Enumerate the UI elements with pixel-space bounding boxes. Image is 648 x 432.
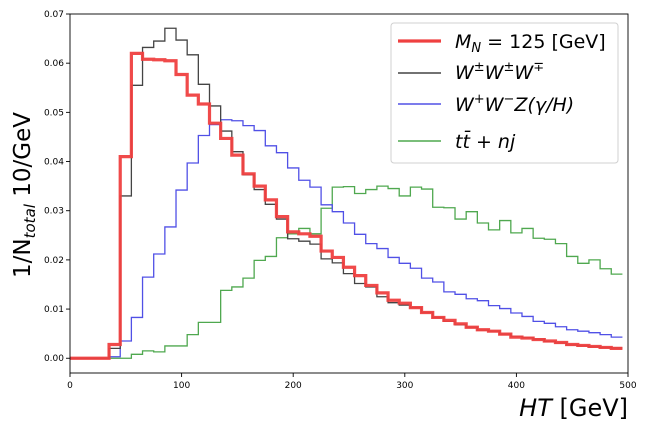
y-tick-label: 0.06 bbox=[44, 59, 64, 69]
series-line-3 bbox=[70, 185, 623, 359]
x-axis-ticks: 0 100 200 300 400 500 bbox=[67, 373, 637, 391]
y-axis-ticks: 0.00 0.01 0.02 0.03 0.04 0.05 0.06 0.07 bbox=[44, 10, 70, 364]
x-tick-label: 100 bbox=[173, 381, 190, 391]
legend: MN = 125 [GeV] W±W±W∓ W+W−Z(γ/H) tt̄ + n… bbox=[390, 22, 619, 164]
x-tick-label: 400 bbox=[508, 381, 525, 391]
x-tick-label: 500 bbox=[619, 381, 636, 391]
y-tick-label: 0.07 bbox=[44, 10, 64, 20]
plot-frame bbox=[69, 13, 629, 374]
y-tick-label: 0.04 bbox=[44, 158, 64, 168]
x-tick-label: 300 bbox=[396, 381, 413, 391]
y-axis-label-rest: 10/GeV bbox=[10, 112, 36, 204]
x-axis-label-unit: [GeV] bbox=[552, 394, 628, 422]
series-line-2 bbox=[70, 119, 623, 359]
y-tick-label: 0.03 bbox=[44, 207, 64, 217]
y-axis-label-main: 1/N bbox=[10, 238, 36, 278]
y-tick-label: 0.00 bbox=[44, 354, 64, 364]
y-tick-label: 0.05 bbox=[44, 108, 64, 118]
legend-label-mn125: MN = 125 [GeV] bbox=[455, 31, 606, 56]
y-tick-label: 0.01 bbox=[44, 305, 64, 315]
legend-label-ttbar: tt̄ + nj bbox=[455, 129, 516, 153]
y-axis-label-sub: total bbox=[21, 203, 39, 238]
x-tick-label: 200 bbox=[285, 381, 302, 391]
legend-label-www: W±W±W∓ bbox=[455, 60, 544, 84]
series-line-0 bbox=[70, 51, 623, 360]
x-axis-label-var: HT bbox=[519, 394, 554, 422]
y-axis-label: 1/Ntotal 10/GeV bbox=[10, 112, 39, 278]
legend-label-wwz: W+W−Z(γ/H) bbox=[455, 92, 574, 116]
y-tick-label: 0.02 bbox=[44, 256, 64, 266]
series-layer bbox=[70, 27, 623, 360]
x-tick-label: 0 bbox=[67, 381, 73, 391]
legend-box bbox=[390, 22, 619, 164]
x-axis-label: HT [GeV] bbox=[519, 394, 628, 422]
